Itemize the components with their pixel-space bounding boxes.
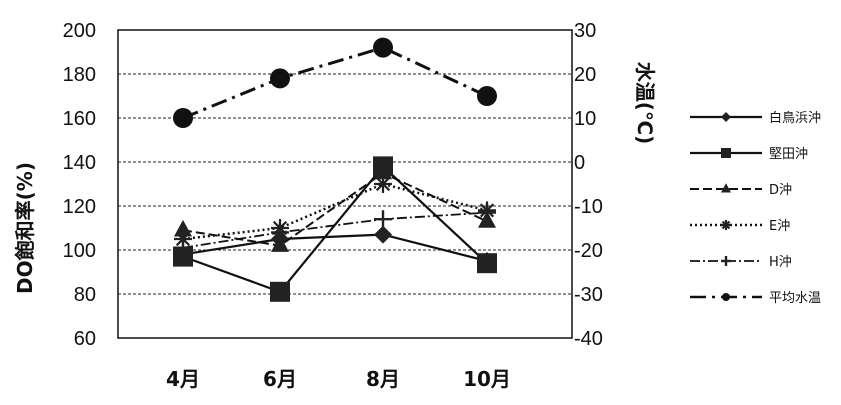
y-tick-label: 120	[63, 196, 96, 218]
series-2-point	[271, 235, 289, 252]
legend-marker	[721, 220, 731, 230]
y-tick-label: 160	[63, 108, 96, 130]
plot-area: 20018016014012010080603020100-10-20-30-4…	[13, 20, 657, 391]
y2-tick-label: -40	[574, 328, 603, 350]
legend-marker	[722, 293, 730, 301]
y2-tick-label: -20	[574, 240, 603, 262]
series-4-point	[478, 203, 496, 222]
series-4-point	[271, 223, 289, 242]
series-1-point	[270, 281, 290, 302]
y-tick-label: 80	[74, 284, 96, 306]
y-tick-label: 200	[63, 20, 96, 42]
series-5-line	[182, 45, 488, 120]
legend-label: E沖	[769, 219, 790, 234]
x-tick-label: 6月	[263, 367, 297, 391]
series-5-point	[373, 37, 393, 58]
y-tick-label: 140	[63, 152, 96, 174]
series-4-line	[182, 211, 488, 249]
legend-label: D沖	[769, 183, 792, 198]
series-1-line	[182, 164, 488, 294]
series-0-point	[374, 225, 392, 244]
y2-tick-label: 20	[574, 64, 596, 86]
series-3-point	[374, 175, 392, 193]
series-2-point	[374, 162, 392, 180]
x-tick-label: 10月	[463, 367, 511, 391]
y2-tick-label: 30	[574, 20, 596, 42]
series-4-point	[174, 238, 192, 257]
x-tick-label: 8月	[366, 367, 400, 391]
legend-marker	[721, 112, 731, 122]
x-tick-label: 4月	[166, 367, 200, 391]
y2-tick-label: -30	[574, 284, 603, 306]
series-0-line	[182, 233, 488, 263]
legend-label: H沖	[769, 255, 792, 270]
series-5-point	[477, 86, 497, 106]
y-axis-title: DO飽和率(%)	[13, 162, 37, 294]
series-5-point	[270, 68, 290, 89]
legend-marker	[721, 256, 731, 266]
y-tick-label: 60	[74, 328, 96, 350]
legend-marker	[721, 183, 731, 193]
y2-tick-label: 0	[574, 152, 585, 174]
plot-frame	[117, 29, 573, 339]
y2-tick-label: -10	[574, 196, 603, 218]
legend-label: 白鳥浜沖	[769, 110, 821, 126]
y-tick-label: 100	[63, 240, 96, 262]
y-tick-label: 180	[63, 64, 96, 86]
series-3-line	[182, 182, 488, 241]
y2-axis-title: 水温(℃)	[633, 62, 657, 145]
series-2-line	[182, 171, 488, 247]
y2-tick-label: 10	[574, 108, 596, 130]
series-2-point	[174, 219, 192, 237]
series-4-point	[374, 210, 392, 229]
series-5-point	[173, 108, 193, 128]
legend-label: 平均水温	[769, 291, 821, 306]
series-1-point	[477, 253, 497, 274]
legend-label: 堅田沖	[769, 147, 808, 162]
legend-marker	[721, 148, 731, 158]
